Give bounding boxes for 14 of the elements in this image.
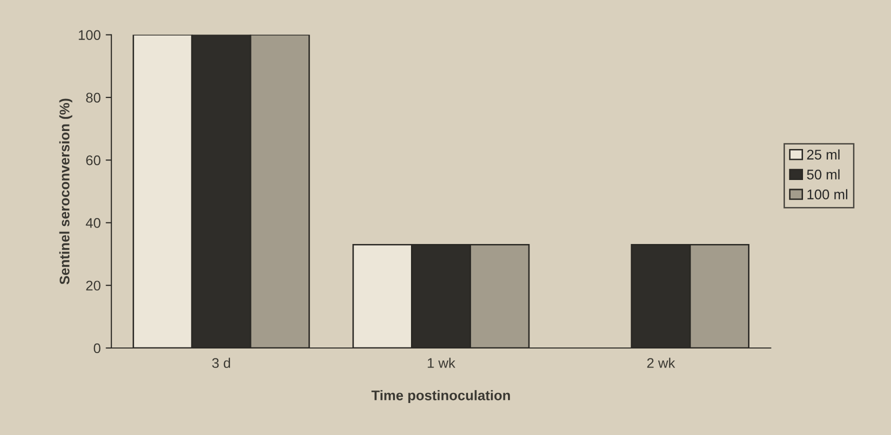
- y-tick-label: 60: [86, 155, 100, 166]
- legend-label: 100 ml: [808, 189, 848, 200]
- legend-label: 50 ml: [807, 169, 840, 180]
- y-tick-label: 80: [86, 92, 100, 103]
- x-axis-title: Time postinoculation: [371, 390, 510, 404]
- y-tick-label: 100: [78, 30, 100, 40]
- y-tick-label: 0: [94, 343, 100, 354]
- y-axis-title: Sentinel seroconversion (%): [59, 98, 72, 284]
- x-tick-label: 3 d: [212, 358, 230, 368]
- x-tick-label: 2 wk: [647, 358, 676, 368]
- x-tick-label: 1 wk: [428, 358, 456, 368]
- legend-label: 25 ml: [807, 149, 840, 160]
- y-tick-label: 20: [86, 280, 100, 291]
- y-tick-label: 40: [86, 218, 100, 228]
